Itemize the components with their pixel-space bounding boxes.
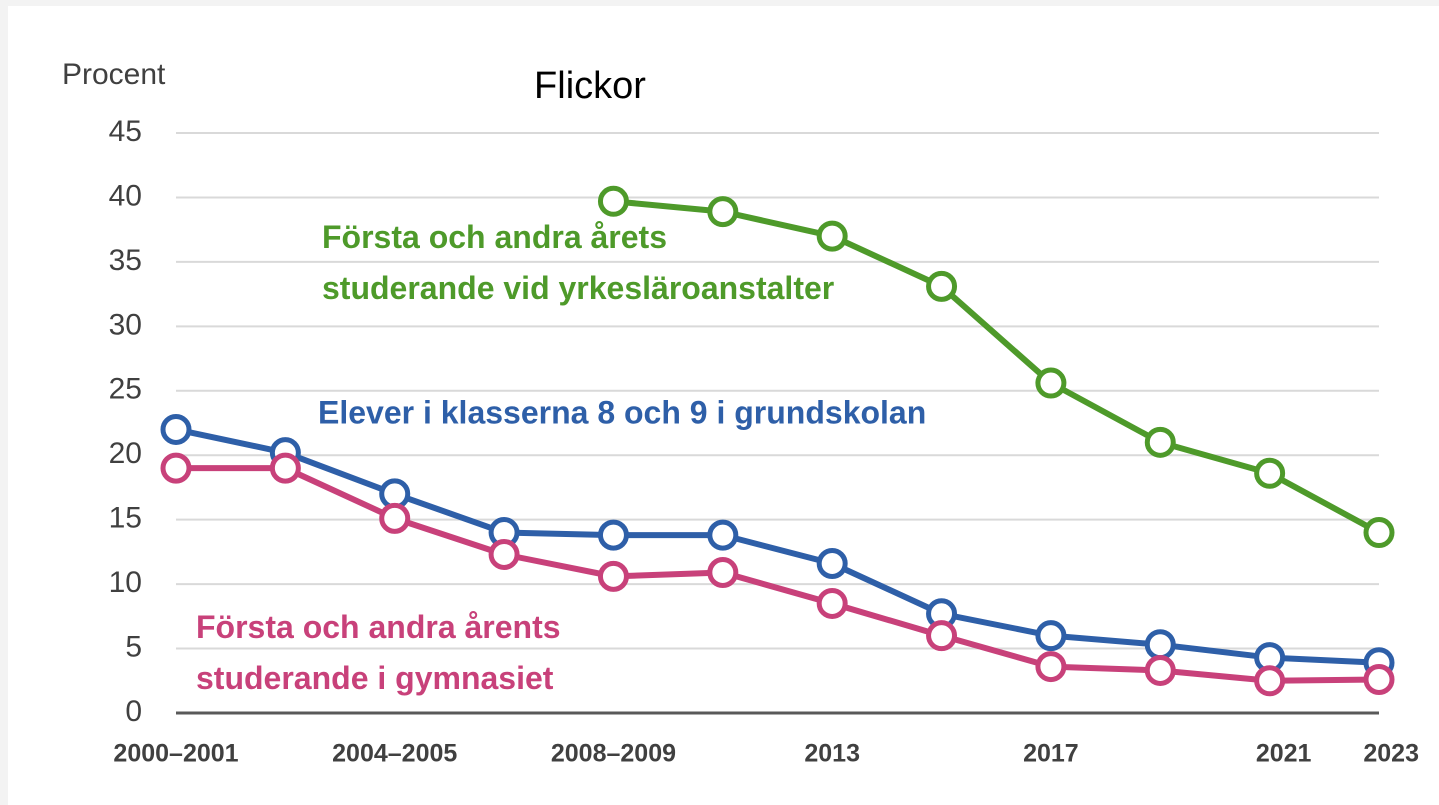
chart-title: Flickor	[534, 65, 646, 107]
data-point	[1035, 651, 1067, 683]
y-tick-label: 25	[109, 373, 142, 406]
data-point	[1254, 457, 1286, 489]
data-point	[1144, 426, 1176, 458]
data-point	[597, 185, 629, 217]
data-point	[1144, 629, 1176, 661]
x-tick-label: 2004–2005	[332, 740, 457, 768]
series-line	[175, 426, 1380, 666]
x-tick-label: 2013	[804, 740, 860, 768]
y-tick-label: 15	[109, 502, 142, 535]
data-point	[1035, 367, 1067, 399]
y-tick-label: 5	[125, 630, 142, 663]
series-line	[613, 198, 1381, 536]
data-point	[1363, 517, 1395, 549]
data-point	[816, 547, 848, 579]
data-point	[926, 270, 958, 302]
y-tick-label: 40	[109, 179, 142, 212]
y-tick-label: 10	[109, 566, 142, 599]
x-tick-label: 2023	[1363, 740, 1419, 768]
y-tick-label: 0	[125, 695, 142, 728]
data-point	[1144, 654, 1176, 686]
x-tick-label: 2017	[1023, 740, 1079, 768]
y-axis-label: Procent	[62, 58, 166, 91]
data-point	[816, 220, 848, 252]
y-tick-label: 35	[109, 244, 142, 277]
series-label: Elever i klasserna 8 och 9 i grundskolan	[318, 394, 926, 430]
y-tick-label: 45	[109, 115, 142, 148]
data-point	[707, 196, 739, 228]
y-tick-label: 20	[109, 437, 142, 470]
series-label: Första och andra årets studerande vid yrk…	[322, 219, 834, 306]
data-point	[1363, 663, 1395, 695]
data-point	[160, 413, 192, 445]
data-point	[707, 557, 739, 589]
data-point	[597, 560, 629, 592]
data-point	[926, 620, 958, 652]
data-point	[488, 538, 520, 570]
series-label-line: studerande i gymnasiet	[196, 660, 554, 696]
data-point	[269, 452, 301, 484]
series-label-line: studerande vid yrkesläroanstalter	[322, 270, 834, 306]
series-label-line: Första och andra årets	[322, 219, 667, 255]
data-point	[597, 519, 629, 551]
data-point	[707, 519, 739, 551]
data-point	[379, 502, 411, 534]
y-tick-label: 30	[109, 308, 142, 341]
series-label: Första och andra årents studerande i gymn…	[196, 609, 561, 696]
data-point	[1254, 665, 1286, 697]
data-point	[1035, 620, 1067, 652]
x-tick-label: 2008–2009	[551, 740, 676, 768]
data-point	[160, 452, 192, 484]
x-tick-label: 2021	[1256, 740, 1312, 768]
series-label-line: Första och andra årents	[196, 609, 561, 645]
x-tick-label: 2000–2001	[113, 740, 238, 768]
data-point	[816, 587, 848, 619]
series-line	[176, 465, 1380, 684]
